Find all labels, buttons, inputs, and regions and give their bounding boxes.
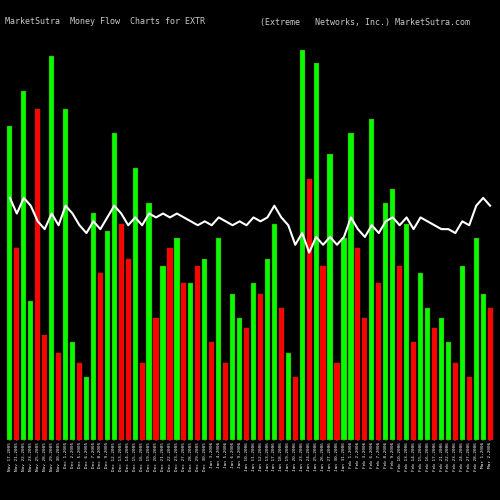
Bar	[342, 238, 346, 440]
Bar	[8, 126, 12, 440]
Bar	[168, 248, 172, 440]
Bar	[300, 50, 305, 440]
Bar	[265, 258, 270, 440]
Bar	[202, 258, 207, 440]
Bar	[452, 364, 458, 440]
Bar	[446, 342, 451, 440]
Bar	[140, 364, 144, 440]
Bar	[390, 189, 396, 440]
Bar	[334, 364, 340, 440]
Bar	[118, 224, 124, 440]
Bar	[98, 272, 103, 440]
Bar	[356, 248, 360, 440]
Bar	[328, 154, 332, 440]
Bar	[480, 294, 486, 440]
Bar	[397, 266, 402, 440]
Bar	[230, 294, 235, 440]
Bar	[488, 308, 492, 440]
Bar	[146, 203, 152, 440]
Bar	[383, 203, 388, 440]
Bar	[112, 133, 117, 440]
Bar	[14, 248, 20, 440]
Bar	[126, 258, 131, 440]
Bar	[56, 353, 61, 440]
Bar	[49, 56, 54, 440]
Bar	[460, 266, 465, 440]
Bar	[474, 238, 479, 440]
Bar	[28, 300, 34, 440]
Bar	[195, 266, 200, 440]
Bar	[174, 238, 180, 440]
Bar	[77, 364, 82, 440]
Bar	[35, 109, 40, 440]
Bar	[223, 364, 228, 440]
Bar	[21, 92, 26, 440]
Bar	[216, 238, 222, 440]
Bar	[244, 328, 249, 440]
Bar	[432, 328, 437, 440]
Text: (Extreme   Networks, Inc.) MarketSutra.com: (Extreme Networks, Inc.) MarketSutra.com	[260, 18, 470, 26]
Bar	[425, 308, 430, 440]
Bar	[154, 318, 158, 440]
Bar	[306, 178, 312, 440]
Bar	[362, 318, 368, 440]
Bar	[251, 283, 256, 440]
Bar	[314, 64, 318, 440]
Bar	[348, 133, 354, 440]
Bar	[369, 120, 374, 440]
Bar	[376, 283, 382, 440]
Bar	[258, 294, 263, 440]
Bar	[209, 342, 214, 440]
Bar	[132, 168, 138, 440]
Bar	[91, 214, 96, 440]
Bar	[411, 342, 416, 440]
Bar	[404, 224, 409, 440]
Bar	[292, 377, 298, 440]
Bar	[418, 272, 423, 440]
Bar	[84, 377, 89, 440]
Bar	[188, 283, 194, 440]
Bar	[70, 342, 75, 440]
Bar	[272, 224, 277, 440]
Bar	[63, 109, 68, 440]
Text: MarketSutra  Money Flow  Charts for EXTR: MarketSutra Money Flow Charts for EXTR	[5, 18, 205, 26]
Bar	[182, 283, 186, 440]
Bar	[320, 266, 326, 440]
Bar	[286, 353, 291, 440]
Bar	[104, 231, 110, 440]
Bar	[42, 336, 48, 440]
Bar	[160, 266, 166, 440]
Bar	[439, 318, 444, 440]
Bar	[237, 318, 242, 440]
Bar	[278, 308, 284, 440]
Bar	[466, 377, 472, 440]
